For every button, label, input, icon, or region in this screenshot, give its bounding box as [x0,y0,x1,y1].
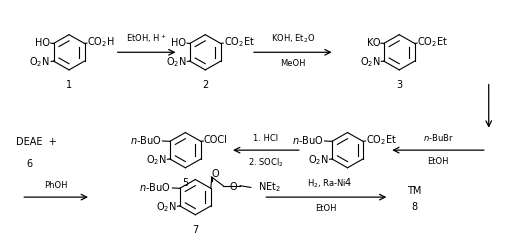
Text: O$_2$N: O$_2$N [29,55,50,69]
Text: O$_2$N: O$_2$N [308,153,329,167]
Text: TM: TM [407,186,421,196]
Text: HO: HO [35,38,50,48]
Text: 7: 7 [192,224,199,234]
Text: MeOH: MeOH [280,59,306,68]
Text: 2: 2 [202,80,208,90]
Text: 8: 8 [411,202,417,212]
Text: CO$_2$Et: CO$_2$Et [417,36,449,50]
Text: 3: 3 [396,80,402,90]
Text: CO$_2$H: CO$_2$H [87,36,115,50]
Text: O: O [229,182,237,192]
Text: O$_2$N: O$_2$N [359,55,380,69]
Text: EtOH: EtOH [427,157,449,166]
Text: EtOH: EtOH [315,204,337,213]
Text: O$_2$N: O$_2$N [156,200,177,214]
Text: EtOH, H$^+$: EtOH, H$^+$ [126,33,167,45]
Text: 1: 1 [66,80,72,90]
Text: NEt$_2$: NEt$_2$ [258,181,281,194]
Text: COCl: COCl [204,135,227,145]
Text: 5: 5 [182,178,188,188]
Text: H$_2$, Ra-Ni: H$_2$, Ra-Ni [307,178,346,190]
Text: 1. HCl: 1. HCl [253,134,279,143]
Text: $n$-BuO: $n$-BuO [292,134,324,146]
Text: KO: KO [367,38,380,48]
Text: $n$-BuBr: $n$-BuBr [423,132,453,143]
Text: DEAE  +: DEAE + [16,137,57,147]
Text: O$_2$N: O$_2$N [146,153,166,167]
Text: $n$-BuO: $n$-BuO [130,134,161,146]
Text: HO: HO [172,38,186,48]
Text: 6: 6 [26,159,32,169]
Text: CO$_2$Et: CO$_2$Et [224,36,254,50]
Text: PhOH: PhOH [45,181,68,190]
Text: CO$_2$Et: CO$_2$Et [366,134,397,147]
Text: KOH, Et$_2$O: KOH, Et$_2$O [270,33,315,45]
Text: 2. SOCl$_2$: 2. SOCl$_2$ [248,157,284,169]
Text: $n$-BuO: $n$-BuO [139,181,171,193]
Text: 4: 4 [345,178,351,188]
Text: O: O [211,169,219,179]
Text: O$_2$N: O$_2$N [166,55,186,69]
